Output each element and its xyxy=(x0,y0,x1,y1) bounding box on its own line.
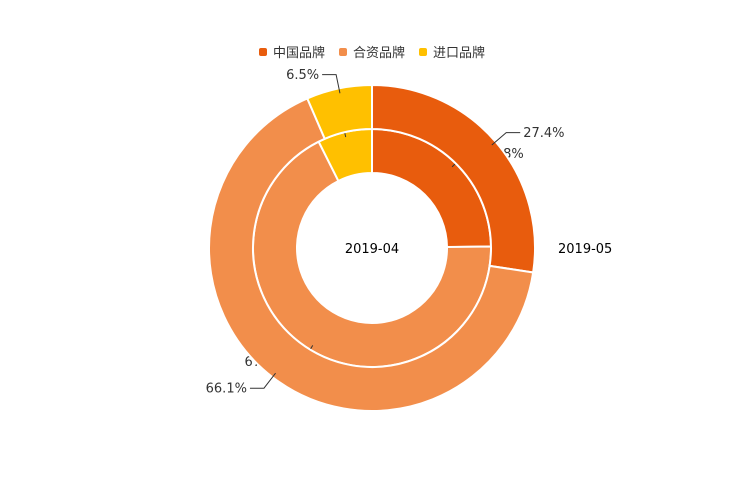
legend-swatch-china-brand xyxy=(258,47,267,56)
inner-ring-series-name: 2019-04 xyxy=(345,242,399,257)
outer-ring-slice-import-brand xyxy=(305,83,373,141)
outer-ring-leader-china-brand xyxy=(491,132,521,146)
chart-legend: 中国品牌 合资品牌 进口品牌 xyxy=(0,42,744,61)
outer-ring-leader-joint-venture-brand xyxy=(249,372,276,389)
outer-ring-label-import-brand: 6.5% xyxy=(286,68,319,83)
outer-ring-slice-joint-venture-brand xyxy=(208,97,535,412)
legend-item-joint-venture-brand[interactable]: 合资品牌 xyxy=(338,42,405,61)
outer-ring-label-china-brand: 27.4% xyxy=(523,126,564,141)
legend-swatch-joint-venture-brand xyxy=(338,47,347,56)
outer-ring-series-name: 2019-05 xyxy=(558,242,612,257)
legend-swatch-import-brand xyxy=(419,47,427,56)
legend-label-joint-venture-brand: 合资品牌 xyxy=(352,46,405,61)
legend-item-import-brand[interactable]: 进口品牌 xyxy=(419,42,485,61)
outer-ring-label-joint-venture-brand: 66.1% xyxy=(206,382,247,397)
legend-label-import-brand: 进口品牌 xyxy=(433,46,486,61)
outer-ring-leader-import-brand xyxy=(322,74,341,94)
legend-label-china-brand: 中国品牌 xyxy=(272,46,325,61)
legend-item-china-brand[interactable]: 中国品牌 xyxy=(258,42,325,61)
